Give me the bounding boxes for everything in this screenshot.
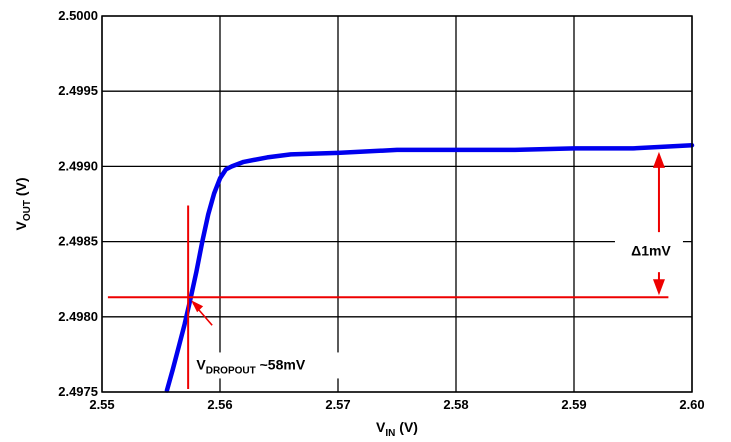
y-tick-label: 2.4990 xyxy=(58,158,98,173)
x-axis-label: VIN (V) xyxy=(376,419,418,439)
x-tick-label: 2.58 xyxy=(443,397,468,412)
y-axis-label: VOUT (V) xyxy=(13,177,33,230)
x-tick-label: 2.56 xyxy=(207,397,232,412)
x-tick-label: 2.59 xyxy=(561,397,586,412)
dropout-pointer-head xyxy=(191,300,204,313)
y-tick-label: 2.4985 xyxy=(58,234,98,249)
y-tick-label: 2.5000 xyxy=(58,8,98,23)
x-tick-labels: 2.55 2.56 2.57 2.58 2.59 2.60 xyxy=(89,397,704,412)
plot-frame xyxy=(101,15,693,393)
delta-arrow-down-head xyxy=(652,279,665,296)
y-tick-label: 2.4975 xyxy=(58,384,98,399)
delta-arrow-up-head xyxy=(652,151,665,168)
delta-label-background xyxy=(614,238,683,261)
delta-annotation-label: Δ1mV xyxy=(631,243,671,259)
y-tick-label: 2.4980 xyxy=(58,309,98,324)
annotation-layer xyxy=(107,151,683,389)
y-tick-labels: 2.4975 2.4980 2.4985 2.4990 2.4995 2.5000 xyxy=(58,8,98,399)
x-tick-label: 2.60 xyxy=(679,397,704,412)
x-tick-label: 2.55 xyxy=(89,397,114,412)
dropout-label-background xyxy=(192,352,369,379)
x-tick-label: 2.57 xyxy=(325,397,350,412)
y-tick-label: 2.4995 xyxy=(58,83,98,98)
dropout-annotation-label: VDROPOUT ~58mV xyxy=(196,356,305,376)
grid xyxy=(101,15,693,393)
